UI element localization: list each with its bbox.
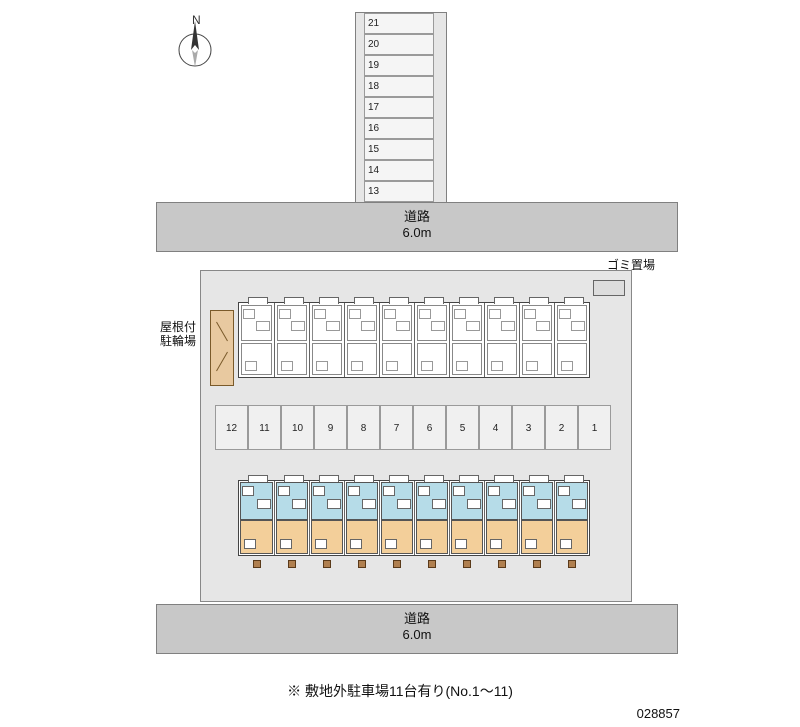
unit bbox=[484, 481, 519, 555]
unit bbox=[554, 481, 589, 555]
bike-parking-label: 屋根付 駐輪場 bbox=[160, 320, 196, 349]
road-top: 道路 6.0m bbox=[156, 202, 678, 252]
top-parking-spot: 15 bbox=[364, 139, 434, 160]
garbage-area bbox=[593, 280, 625, 296]
mid-parking-spot: 12 bbox=[215, 405, 248, 450]
compass-north-label: N bbox=[192, 13, 201, 27]
unit bbox=[309, 303, 344, 377]
unit bbox=[239, 481, 274, 555]
mid-parking-spot: 3 bbox=[512, 405, 545, 450]
compass: N bbox=[170, 15, 220, 75]
unit bbox=[519, 303, 554, 377]
front-marker bbox=[428, 560, 436, 568]
unit bbox=[449, 481, 484, 555]
mid-parking-spot: 11 bbox=[248, 405, 281, 450]
top-parking-spot: 17 bbox=[364, 97, 434, 118]
unit bbox=[554, 303, 589, 377]
top-parking-column: 212019181716151413 bbox=[355, 12, 447, 203]
document-number: 028857 bbox=[637, 706, 680, 721]
unit bbox=[344, 481, 379, 555]
unit bbox=[239, 303, 274, 377]
front-marker bbox=[533, 560, 541, 568]
top-parking-spot: 20 bbox=[364, 34, 434, 55]
top-parking-spot: 21 bbox=[364, 13, 434, 34]
footnote: ※ 敷地外駐車場11台有り(No.1～11) bbox=[0, 681, 800, 701]
mid-parking-row: 121110987654321 bbox=[215, 405, 615, 450]
unit bbox=[274, 481, 309, 555]
unit bbox=[414, 303, 449, 377]
mid-parking-spot: 4 bbox=[479, 405, 512, 450]
building-top bbox=[238, 302, 590, 378]
unit bbox=[449, 303, 484, 377]
front-marker bbox=[253, 560, 261, 568]
mid-parking-spot: 8 bbox=[347, 405, 380, 450]
top-parking-spot: 13 bbox=[364, 181, 434, 202]
front-marker bbox=[568, 560, 576, 568]
building-bottom bbox=[238, 480, 590, 556]
front-marker bbox=[288, 560, 296, 568]
site-plan-canvas: N 212019181716151413 道路 6.0m ゴミ置場 屋根付 駐輪… bbox=[0, 0, 800, 727]
unit bbox=[309, 481, 344, 555]
road-top-width: 6.0m bbox=[403, 225, 432, 240]
road-top-label: 道路 bbox=[404, 209, 430, 224]
unit bbox=[414, 481, 449, 555]
mid-parking-spot: 5 bbox=[446, 405, 479, 450]
unit bbox=[519, 481, 554, 555]
front-marker bbox=[393, 560, 401, 568]
unit bbox=[379, 481, 414, 555]
mid-parking-spot: 7 bbox=[380, 405, 413, 450]
top-parking-spot: 18 bbox=[364, 76, 434, 97]
unit bbox=[484, 303, 519, 377]
covered-bicycle-parking bbox=[210, 310, 234, 386]
front-marker bbox=[358, 560, 366, 568]
mid-parking-spot: 10 bbox=[281, 405, 314, 450]
road-bottom: 道路 6.0m bbox=[156, 604, 678, 654]
mid-parking-spot: 2 bbox=[545, 405, 578, 450]
mid-parking-spot: 1 bbox=[578, 405, 611, 450]
road-bottom-width: 6.0m bbox=[403, 627, 432, 642]
mid-parking-spot: 9 bbox=[314, 405, 347, 450]
road-bottom-label: 道路 bbox=[404, 611, 430, 626]
front-marker bbox=[323, 560, 331, 568]
unit bbox=[344, 303, 379, 377]
top-parking-spot: 14 bbox=[364, 160, 434, 181]
front-marker bbox=[498, 560, 506, 568]
unit bbox=[379, 303, 414, 377]
top-parking-spot: 16 bbox=[364, 118, 434, 139]
front-marker bbox=[463, 560, 471, 568]
mid-parking-spot: 6 bbox=[413, 405, 446, 450]
unit bbox=[274, 303, 309, 377]
top-parking-spot: 19 bbox=[364, 55, 434, 76]
